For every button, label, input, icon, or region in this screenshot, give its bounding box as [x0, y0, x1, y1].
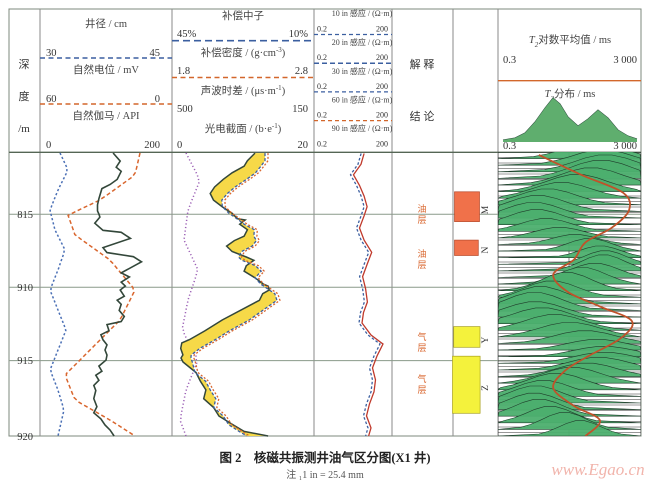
svg-text:915: 915	[17, 356, 33, 367]
svg-text:层: 层	[417, 260, 426, 270]
svg-text:0.2: 0.2	[317, 111, 327, 120]
svg-text:层: 层	[417, 385, 426, 395]
svg-text:井径 / cm: 井径 / cm	[85, 17, 127, 30]
svg-text:0: 0	[46, 140, 51, 151]
svg-text:0.2: 0.2	[317, 25, 327, 34]
svg-text:0.3: 0.3	[503, 141, 516, 152]
svg-text:自然电位 / mV: 自然电位 / mV	[73, 63, 139, 76]
svg-text:20: 20	[298, 140, 309, 151]
svg-text:T2对数平均值 / ms: T2对数平均值 / ms	[529, 33, 611, 49]
svg-text:200: 200	[376, 25, 388, 34]
svg-text:声波时差 / (μs·m-1): 声波时差 / (μs·m-1)	[201, 84, 286, 97]
svg-text:0.2: 0.2	[317, 53, 327, 62]
svg-text:500: 500	[177, 104, 193, 115]
svg-text:解 释: 解 释	[410, 57, 435, 71]
svg-text:油: 油	[417, 248, 426, 259]
svg-text:3 000: 3 000	[613, 55, 637, 66]
svg-text:层: 层	[417, 343, 426, 353]
svg-text:深: 深	[19, 58, 30, 71]
svg-text:0.2: 0.2	[317, 82, 327, 91]
svg-text:10%: 10%	[289, 29, 309, 40]
svg-text:150: 150	[292, 104, 308, 115]
svg-text:www.Egao.cn: www.Egao.cn	[551, 460, 644, 479]
svg-text:图 2 核磁共振测井油气区分图(X1 井): 图 2 核磁共振测井油气区分图(X1 井)	[219, 450, 430, 465]
svg-text:200: 200	[376, 53, 388, 62]
svg-text:Y: Y	[481, 336, 491, 343]
svg-text:90 in 感应 / (Ω·m): 90 in 感应 / (Ω·m)	[332, 123, 393, 133]
svg-text:补偿密度 / (g·cm-3): 补偿密度 / (g·cm-3)	[201, 46, 286, 59]
svg-text:200: 200	[144, 140, 160, 151]
svg-text:/m: /m	[18, 123, 30, 135]
svg-text:815: 815	[17, 210, 33, 221]
svg-text:M: M	[481, 205, 491, 214]
svg-text:60 in 感应 / (Ω·m): 60 in 感应 / (Ω·m)	[332, 95, 393, 105]
svg-text:200: 200	[376, 82, 388, 91]
svg-text:2.8: 2.8	[295, 66, 308, 77]
svg-text:45%: 45%	[177, 29, 197, 40]
svg-text:自然伽马 / API: 自然伽马 / API	[72, 109, 140, 122]
svg-text:度: 度	[19, 89, 30, 103]
svg-text:气: 气	[417, 373, 426, 384]
svg-text:3 000: 3 000	[613, 141, 637, 152]
svg-text:Z: Z	[481, 385, 491, 391]
svg-text:0.3: 0.3	[503, 55, 516, 66]
svg-text:1.8: 1.8	[177, 66, 190, 77]
svg-text:气: 气	[417, 331, 426, 342]
svg-text:200: 200	[376, 111, 388, 120]
svg-text:30 in 感应 / (Ω·m): 30 in 感应 / (Ω·m)	[332, 66, 393, 76]
svg-text:10 in 感应 / (Ω·m): 10 in 感应 / (Ω·m)	[332, 8, 393, 18]
svg-text:200: 200	[376, 140, 388, 149]
svg-text:油: 油	[417, 203, 426, 214]
svg-text:N: N	[481, 246, 491, 253]
svg-text:910: 910	[17, 283, 33, 294]
svg-text:层: 层	[417, 215, 426, 225]
svg-text:注 ₁1 in = 25.4 mm: 注 ₁1 in = 25.4 mm	[286, 468, 364, 481]
svg-text:0: 0	[177, 140, 182, 151]
svg-text:光电截面 / (b·e-1): 光电截面 / (b·e-1)	[205, 122, 282, 135]
svg-text:920: 920	[17, 432, 33, 443]
svg-text:0.2: 0.2	[317, 140, 327, 149]
svg-text:结 论: 结 论	[410, 109, 435, 123]
svg-text:20 in 感应 / (Ω·m): 20 in 感应 / (Ω·m)	[332, 37, 393, 47]
svg-text:补偿中子: 补偿中子	[222, 9, 264, 22]
